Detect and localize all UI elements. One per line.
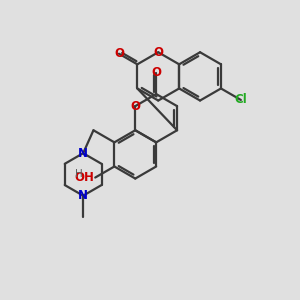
Text: Cl: Cl [235,93,247,106]
Text: O: O [153,46,163,59]
Text: N: N [78,189,88,202]
Text: O: O [151,66,161,80]
Text: N: N [78,147,88,160]
Text: O: O [130,100,140,112]
Text: OH: OH [74,171,94,184]
Text: H: H [75,169,83,179]
Text: O: O [114,47,124,60]
